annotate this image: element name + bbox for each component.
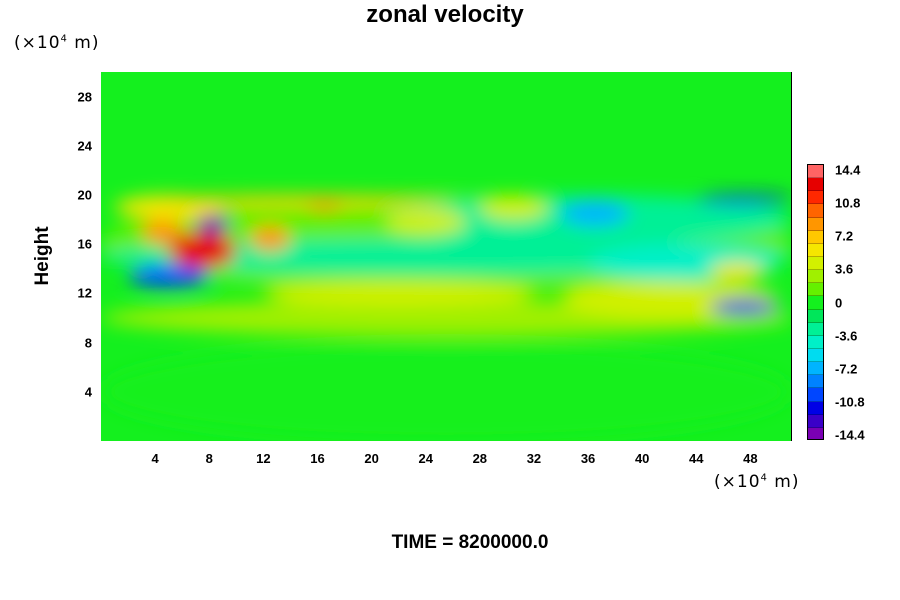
velocity-feature-20 bbox=[479, 195, 548, 220]
x-tick-label: 32 bbox=[526, 451, 542, 466]
y-tick-label: 24 bbox=[77, 138, 92, 154]
colorbar-tick-label: 14.4 bbox=[835, 162, 861, 178]
colorbar-swatch bbox=[808, 191, 823, 205]
x-tick-label: 8 bbox=[205, 451, 213, 466]
colorbar-swatch bbox=[808, 283, 823, 297]
colorbar-swatch bbox=[808, 348, 823, 363]
colorbar-tick-label: 0 bbox=[835, 295, 843, 310]
colorbar-swatch bbox=[808, 322, 823, 336]
velocity-feature-17 bbox=[696, 195, 791, 205]
colorbar-tick-label: -7.2 bbox=[835, 361, 858, 377]
colorbar-swatch bbox=[808, 296, 823, 310]
colorbar-swatch bbox=[808, 256, 823, 271]
colorbar-swatch bbox=[808, 414, 823, 428]
velocity-feature-15 bbox=[155, 195, 453, 205]
velocity-feature-13 bbox=[249, 225, 291, 251]
colorbar-tick-label: -14.4 bbox=[835, 427, 865, 443]
velocity-feature-9 bbox=[141, 219, 183, 245]
y-tick-label: 16 bbox=[77, 236, 92, 252]
y-axis-unit: (×104 m) bbox=[14, 33, 100, 53]
colorbar-swatch bbox=[808, 427, 823, 439]
colorbar-swatch bbox=[808, 243, 823, 257]
velocity-feature-5 bbox=[263, 281, 534, 306]
y-tick-label: 20 bbox=[77, 187, 92, 203]
time-label: TIME = 8200000.0 bbox=[391, 532, 549, 553]
colorbar-tick-label: -3.6 bbox=[835, 328, 858, 344]
colorbar-swatch bbox=[808, 362, 823, 376]
heatmap-svg bbox=[101, 72, 791, 441]
velocity-feature-12 bbox=[128, 265, 210, 288]
y-tick-label: 8 bbox=[84, 335, 92, 351]
colorbar-swatch bbox=[808, 388, 823, 402]
x-tick-label: 16 bbox=[310, 451, 325, 466]
velocity-feature-21 bbox=[709, 262, 764, 282]
y-tick-label: 28 bbox=[77, 89, 92, 105]
chart-title: zonal velocity bbox=[366, 1, 524, 28]
colorbar-swatch bbox=[808, 270, 823, 284]
y-axis-label: Height bbox=[32, 226, 53, 286]
colorbar-swatch bbox=[808, 230, 823, 244]
x-tick-label: 36 bbox=[580, 451, 596, 466]
colorbar-swatch bbox=[808, 401, 823, 415]
x-tick-label: 40 bbox=[634, 451, 650, 466]
colorbar-swatch bbox=[808, 375, 823, 389]
velocity-feature-10 bbox=[168, 231, 237, 269]
x-tick-label: 28 bbox=[472, 451, 488, 466]
colorbar-tick-label: 3.6 bbox=[835, 261, 854, 277]
x-tick-label: 12 bbox=[256, 451, 271, 466]
x-tick-label: 4 bbox=[151, 451, 159, 466]
x-tick-label: 44 bbox=[689, 451, 704, 466]
colorbar-tick-label: -10.8 bbox=[835, 394, 865, 410]
colorbar-swatch bbox=[808, 204, 823, 218]
x-tick-label: 20 bbox=[364, 451, 379, 466]
x-tick-label: 48 bbox=[743, 451, 758, 466]
velocity-feature-19 bbox=[385, 209, 467, 235]
colorbar-tick-label: 10.8 bbox=[835, 195, 861, 211]
x-tick-label: 24 bbox=[418, 451, 433, 466]
y-tick-label: 4 bbox=[84, 384, 92, 400]
colorbar-swatch bbox=[808, 309, 823, 323]
velocity-feature-16 bbox=[561, 201, 629, 226]
y-tick-label: 12 bbox=[77, 285, 92, 301]
colorbar-swatch bbox=[808, 217, 823, 231]
colorbar-swatch bbox=[808, 335, 823, 349]
colorbar-swatch bbox=[808, 178, 823, 192]
velocity-feature-18 bbox=[709, 299, 778, 315]
plot-area bbox=[101, 72, 792, 441]
x-axis-unit: (×104 m) bbox=[714, 472, 800, 492]
velocity-feature-11 bbox=[195, 214, 230, 235]
colorbar-swatch bbox=[808, 165, 823, 179]
colorbar bbox=[807, 164, 824, 440]
velocity-feature-2 bbox=[101, 342, 791, 441]
colorbar-tick-label: 7.2 bbox=[835, 228, 854, 244]
